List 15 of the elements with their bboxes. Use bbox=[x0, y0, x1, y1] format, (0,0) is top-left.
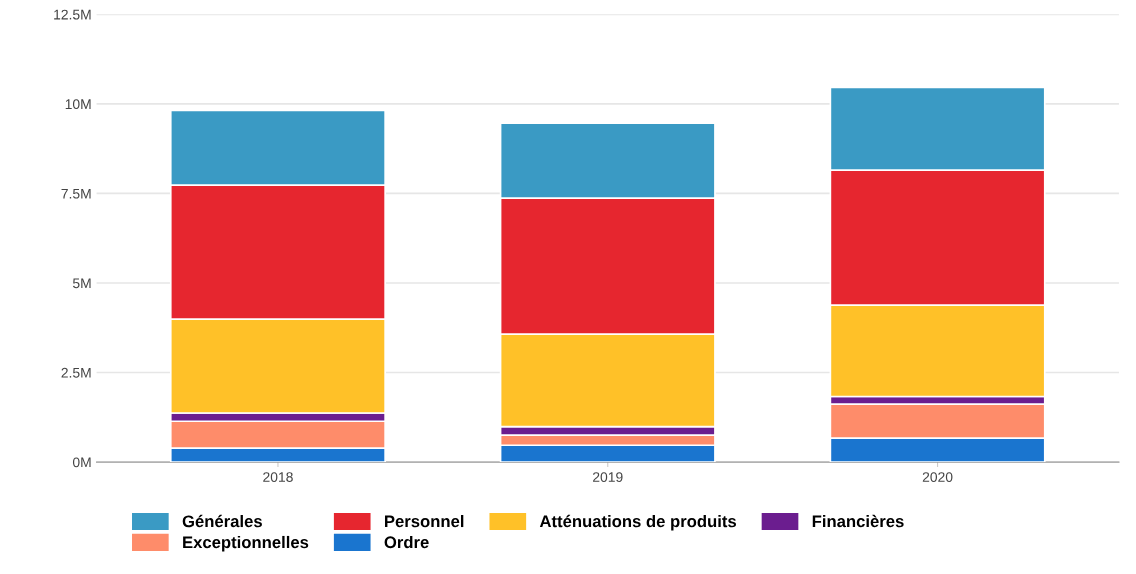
y-tick-label: 5M bbox=[72, 278, 91, 289]
legend-label: Financières bbox=[812, 514, 904, 528]
legend-label: Atténuations de produits bbox=[539, 514, 737, 531]
legend-label: Personnel bbox=[385, 514, 464, 528]
y-tick-label: 12.5M bbox=[54, 9, 91, 20]
x-tick-label: 2018 bbox=[263, 472, 293, 482]
legend-label: Générales bbox=[182, 514, 262, 528]
legend-label: Exceptionnelles bbox=[183, 535, 309, 552]
legend-label: Ordre bbox=[384, 535, 429, 549]
y-tick-label: 2.5M bbox=[61, 367, 91, 378]
y-tick-label: 10M bbox=[65, 99, 91, 110]
y-tick-label: 0M bbox=[72, 457, 91, 468]
y-tick-label: 7.5M bbox=[61, 188, 91, 199]
x-tick-label: 2019 bbox=[593, 472, 623, 482]
x-tick-label: 2020 bbox=[922, 472, 953, 482]
